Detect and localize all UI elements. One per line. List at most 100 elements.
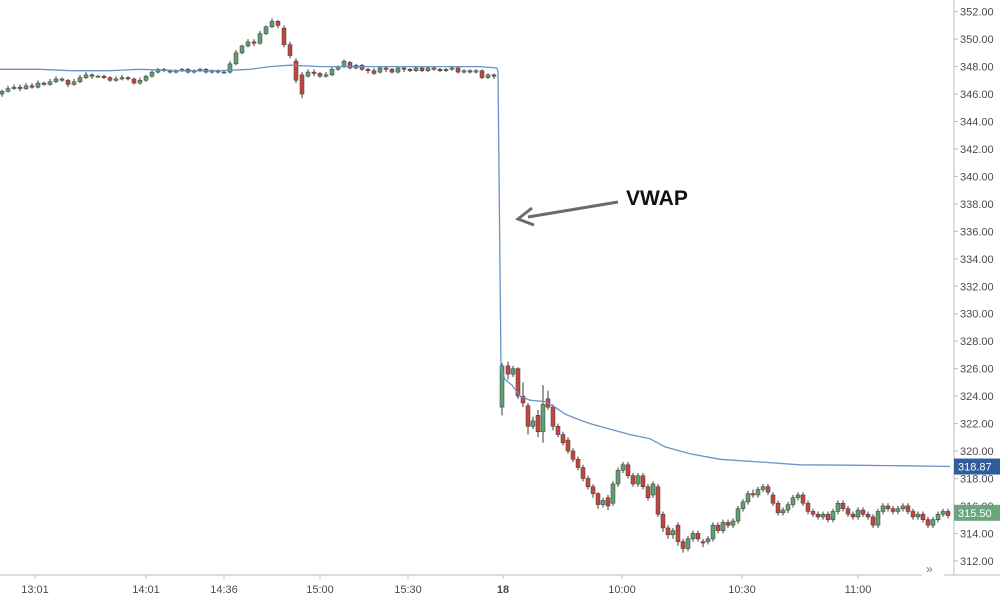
candle-body [101,75,107,78]
candle-body [377,67,383,73]
candle-body [825,513,831,520]
candle-body [705,538,711,542]
candle-body [257,33,263,44]
candle-body [605,497,611,507]
candle-body [820,513,826,518]
y-tick-label: 322.00 [960,419,994,431]
candle-body [890,508,896,512]
candle-body [77,77,83,82]
candle-body [239,45,245,54]
candle-body [419,67,425,71]
candle-body [765,486,771,493]
candle-body [560,434,566,444]
candle-body [770,494,776,504]
y-tick-label: 314.00 [960,528,994,540]
candle-body [850,513,856,518]
candle-body [620,464,626,471]
candle-body [401,67,407,70]
candle-body [745,493,751,503]
candle-body [800,494,806,504]
candle-body [395,67,401,73]
candle-body [71,81,77,85]
candle-body [23,85,29,89]
candle-body [830,511,836,520]
candle-body [113,78,119,81]
candle-body [875,511,881,526]
candle-body [525,405,531,427]
candle-body [149,71,155,77]
candle-body [925,519,931,526]
candle-body [407,69,413,71]
candle-body [585,478,591,487]
x-tick-label: 15:30 [394,584,422,596]
scroll-to-latest-button[interactable]: » [922,558,944,576]
candle-body [505,365,511,375]
price-tag-label: 318.87 [958,462,992,474]
candle-body [835,502,841,512]
candles-layer [0,18,951,553]
candle-body [575,459,581,468]
candle-body [287,44,293,56]
price-tag-box [954,458,1000,475]
candle-body [131,78,137,84]
y-tick-label: 332.00 [960,281,994,293]
candle-body [845,508,851,515]
vwap-line [0,64,951,468]
candle-body [119,77,125,80]
candle-body [11,86,17,89]
candle-body [775,502,781,514]
x-tick-label: 14:36 [210,584,238,596]
x-axis: 13:01 14:01 14:36 15:00 15:30 18 10:00 10:30 11:… [0,574,1000,596]
y-tick-label: 344.00 [960,117,994,129]
y-tick-label: 320.00 [960,446,994,458]
candle-body [530,420,536,427]
y-tick-label: 346.00 [960,89,994,101]
y-tick-label: 324.00 [960,391,994,403]
candle-body [710,524,716,540]
candle-body [680,541,686,549]
candle-body [755,489,761,496]
candle-body [269,21,275,28]
y-tick-label: 336.00 [960,226,994,238]
candle-body [47,81,53,85]
candle-body [515,368,521,397]
candle-body [930,519,936,526]
candle-body [499,365,505,408]
candle-body [323,74,329,77]
candle-body [905,505,911,512]
candle-body [449,67,455,70]
candle-body [580,467,586,479]
candle-body [550,406,556,427]
candle-body [880,505,886,512]
candle-body [413,67,419,71]
price-tag: 318.87 [954,458,1000,475]
candle-body [735,508,741,522]
candle-body [510,368,516,375]
candle-body [610,483,616,504]
candle-body [720,522,726,531]
candle-body [467,70,473,73]
candle-body [341,60,347,67]
candle-body [630,475,636,485]
candle-body [940,511,946,515]
candle-body [565,439,571,452]
x-tick-label: 14:01 [132,584,160,596]
candle-body [665,527,671,536]
candle-body [491,74,497,77]
candle-body [59,78,65,81]
candle-body [805,502,811,512]
candle-body [293,60,299,81]
candle-body [885,505,891,509]
candle-body [275,21,281,26]
candle-body [107,77,113,81]
candle-body [0,91,5,95]
y-tick-label: 342.00 [960,144,994,156]
candle-body [920,513,926,520]
candle-body [347,62,353,69]
candle-body [41,82,47,85]
candle-body [860,509,866,515]
y-tick-label: 334.00 [960,254,994,266]
candle-body [555,426,561,435]
candle-body [815,513,821,518]
candle-body [35,82,41,88]
